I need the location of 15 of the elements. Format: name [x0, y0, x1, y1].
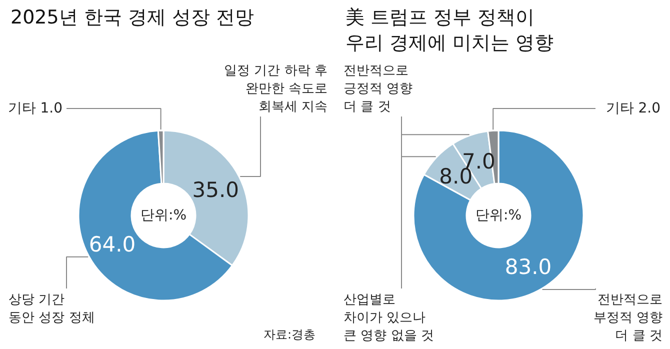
text: 단위:%: [140, 208, 187, 224]
text: 자료:경총: [263, 328, 316, 342]
slice-label: 상당 기간 동안 성장 정체: [8, 292, 95, 326]
chart-title: 2025년 한국 경제 성장 전망: [10, 6, 254, 28]
slice-label: 전반적으로 부정적 영향 더 클 것: [593, 292, 663, 344]
data-label: 64.0: [88, 232, 136, 257]
slice-label: 기타 1.0: [8, 100, 63, 116]
data-label: 83.0: [504, 254, 552, 279]
data-label: 35.0: [192, 178, 240, 202]
slice-label: 전반적으로 긍정적 영향 더 클 것: [344, 64, 413, 114]
chart-title: 美 트럼프 정부 정책이 우리 경제에 미치는 영향: [346, 6, 554, 54]
slice-label: 기타 2.0: [606, 100, 661, 116]
slice-label: 일정 기간 하락 후 완만한 속도로 회복세 지속: [224, 64, 328, 114]
text: 단위:%: [475, 208, 522, 224]
slice-label: 산업별로 차이가 있으나 큰 영향 없을 것: [344, 292, 434, 344]
